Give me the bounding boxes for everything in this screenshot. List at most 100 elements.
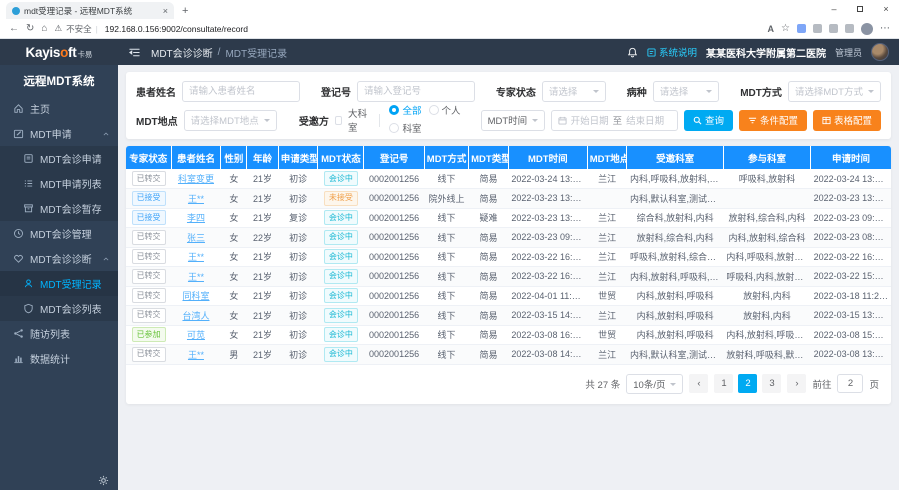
tab-close-icon[interactable]: × bbox=[162, 5, 168, 16]
mdt-type-cell: 简易 bbox=[468, 266, 509, 287]
window-minimize-button[interactable]: – bbox=[831, 4, 837, 14]
sidebar-item-followup[interactable]: 随访列表 bbox=[0, 321, 118, 346]
condition-config-button[interactable]: 条件配置 bbox=[738, 109, 807, 131]
time-type-select[interactable]: MDT时间 bbox=[480, 109, 545, 131]
invited-depts-cell: 呼吸科,放射科,综合科,内科 bbox=[626, 247, 724, 267]
breadcrumb-parent[interactable]: MDT会诊诊断 bbox=[151, 48, 213, 60]
logo-text: Kayisoft bbox=[25, 44, 77, 60]
patient-name-link[interactable]: 可苋 bbox=[186, 330, 205, 341]
patient-name-link[interactable]: 张三 bbox=[186, 232, 205, 243]
page-button-2[interactable]: 2 bbox=[738, 374, 758, 393]
sidebar-item-home[interactable]: 主页 bbox=[0, 96, 118, 121]
page-size-select[interactable]: 10条/页 bbox=[626, 373, 684, 394]
patient-name-cell[interactable]: 可苋 bbox=[171, 325, 221, 345]
page-button-3[interactable]: 3 bbox=[762, 374, 782, 393]
reload-icon[interactable]: ↻ bbox=[26, 23, 35, 34]
invitee-radio-科室[interactable]: 科室 bbox=[389, 121, 422, 135]
extension-icon[interactable] bbox=[845, 24, 854, 33]
sidebar-item-mdt-consult-draft[interactable]: MDT会诊暂存 bbox=[0, 196, 118, 221]
patient-name-cell[interactable]: 王** bbox=[171, 344, 221, 365]
extension-icon[interactable] bbox=[797, 24, 806, 33]
expert-status-cell: 已转交 bbox=[126, 266, 172, 287]
favorite-star-icon[interactable]: ☆ bbox=[781, 23, 790, 34]
search-button[interactable]: 查询 bbox=[683, 109, 733, 131]
gender-cell: 女 bbox=[220, 305, 247, 326]
mdt-place-select[interactable]: 请选择MDT地点 bbox=[183, 109, 277, 131]
patient-name-cell[interactable]: 科室变更 bbox=[171, 169, 221, 189]
browser-profile-avatar[interactable] bbox=[861, 22, 873, 35]
invitee-radio-个人[interactable]: 个人 bbox=[428, 103, 461, 117]
system-help-link[interactable]: 系统说明 bbox=[647, 45, 697, 59]
date-separator: 至 bbox=[612, 116, 623, 127]
mdt-status-tag: 会诊中 bbox=[323, 210, 358, 226]
sidebar-item-label: 主页 bbox=[30, 105, 50, 116]
patient-name-cell[interactable]: 台湾人 bbox=[171, 305, 221, 326]
sidebar-item-mdt-consult-list[interactable]: MDT会诊列表 bbox=[0, 296, 118, 321]
new-tab-button[interactable]: + bbox=[182, 5, 189, 17]
disease-select[interactable]: 请选择 bbox=[652, 80, 720, 102]
patient-name-cell[interactable]: 李四 bbox=[171, 208, 221, 228]
page-button-1[interactable]: 1 bbox=[714, 374, 734, 393]
sidebar-item-mdt-apply-list[interactable]: MDT申请列表 bbox=[0, 171, 118, 196]
patient-name-link[interactable]: 科室变更 bbox=[177, 174, 214, 184]
user-avatar[interactable] bbox=[871, 43, 889, 61]
patient-name-cell[interactable]: 王** bbox=[171, 188, 221, 209]
goto-page-input[interactable]: 2 bbox=[837, 374, 864, 393]
invited-depts-cell: 内科,放射科,呼吸科 bbox=[626, 305, 724, 326]
expert-status-select[interactable]: 请选择 bbox=[541, 80, 606, 102]
read-aloud-icon[interactable]: A bbox=[767, 23, 775, 34]
patient-name-link[interactable]: 李四 bbox=[186, 213, 205, 224]
extension-icon[interactable] bbox=[829, 24, 838, 33]
prev-page-button[interactable]: ‹ bbox=[689, 374, 709, 393]
patient-name-cell[interactable]: 张三 bbox=[171, 227, 221, 248]
register-no-cell: 0002001256 bbox=[363, 247, 425, 267]
joined-depts-cell: 呼吸科,内科,放射科,影像科 bbox=[723, 266, 811, 287]
sidebar-item-stats[interactable]: 数据统计 bbox=[0, 346, 118, 371]
window-maximize-button[interactable] bbox=[847, 0, 873, 19]
sidebar-item-mdt-record[interactable]: MDT受理记录 bbox=[0, 271, 118, 296]
window-close-button[interactable]: × bbox=[883, 4, 889, 14]
date-range-picker[interactable]: 开始日期 至 结束日期 bbox=[550, 109, 678, 131]
home-icon[interactable]: ⌂ bbox=[41, 23, 48, 34]
shield-icon bbox=[23, 303, 34, 314]
goto-unit: 页 bbox=[869, 379, 879, 391]
invitee-radio-全部[interactable]: 全部 bbox=[389, 103, 422, 117]
sidebar-item-mdt-consult-apply[interactable]: MDT会诊申请 bbox=[0, 146, 118, 171]
heart-icon bbox=[13, 253, 24, 264]
sidebar-item-mdt-manage[interactable]: MDT会诊管理 bbox=[0, 221, 118, 246]
gear-icon[interactable] bbox=[98, 473, 109, 486]
edit-icon bbox=[13, 128, 24, 139]
sidebar-item-mdt-apply[interactable]: MDT申请 bbox=[0, 121, 118, 146]
browser-tab[interactable]: mdt受理记录 - 远程MDT系统 × bbox=[6, 2, 174, 19]
radio-icon bbox=[389, 123, 400, 133]
joined-depts-cell: 放射科,内科 bbox=[723, 286, 811, 306]
expert-status-cell: 已转交 bbox=[126, 305, 172, 326]
patient-name-input[interactable] bbox=[182, 80, 300, 102]
mdt-place-cell: 世贸 bbox=[587, 325, 627, 345]
security-badge[interactable]: ⚠ 不安全 | bbox=[54, 23, 97, 35]
patient-name-link[interactable]: 王** bbox=[187, 252, 204, 263]
next-page-button[interactable]: › bbox=[787, 374, 807, 393]
patient-name-link[interactable]: 同科室 bbox=[182, 291, 210, 302]
mdt-mode-select[interactable]: 请选择MDT方式 bbox=[787, 80, 881, 102]
patient-name-cell[interactable]: 王** bbox=[171, 266, 221, 287]
patient-name-cell[interactable]: 同科室 bbox=[171, 286, 221, 306]
dept-checkbox[interactable] bbox=[334, 115, 343, 125]
chevron-down-icon bbox=[263, 119, 270, 125]
menu-fold-icon[interactable] bbox=[128, 46, 141, 59]
patient-name-link[interactable]: 王** bbox=[187, 271, 204, 282]
table-config-button[interactable]: 表格配置 bbox=[813, 109, 882, 131]
register-no-input[interactable] bbox=[356, 80, 475, 102]
extension-icon[interactable] bbox=[813, 24, 822, 33]
patient-name-link[interactable]: 台湾人 bbox=[182, 310, 210, 321]
apply-time-cell: 2022-03-18 11:28:25 bbox=[810, 286, 891, 306]
patient-name-cell[interactable]: 王** bbox=[171, 247, 221, 267]
sidebar-item-mdt-diagnosis[interactable]: MDT会诊诊断 bbox=[0, 246, 118, 271]
patient-name-link[interactable]: 王** bbox=[187, 193, 204, 204]
browser-menu-icon[interactable]: ⋯ bbox=[880, 23, 890, 34]
bell-icon[interactable] bbox=[627, 47, 638, 58]
patient-name-link[interactable]: 王** bbox=[187, 349, 204, 360]
register-no-cell: 0002001256 bbox=[363, 227, 425, 248]
url-text[interactable]: 192.168.0.156:9002/consultate/record bbox=[104, 23, 248, 34]
back-icon[interactable]: ← bbox=[9, 23, 19, 34]
